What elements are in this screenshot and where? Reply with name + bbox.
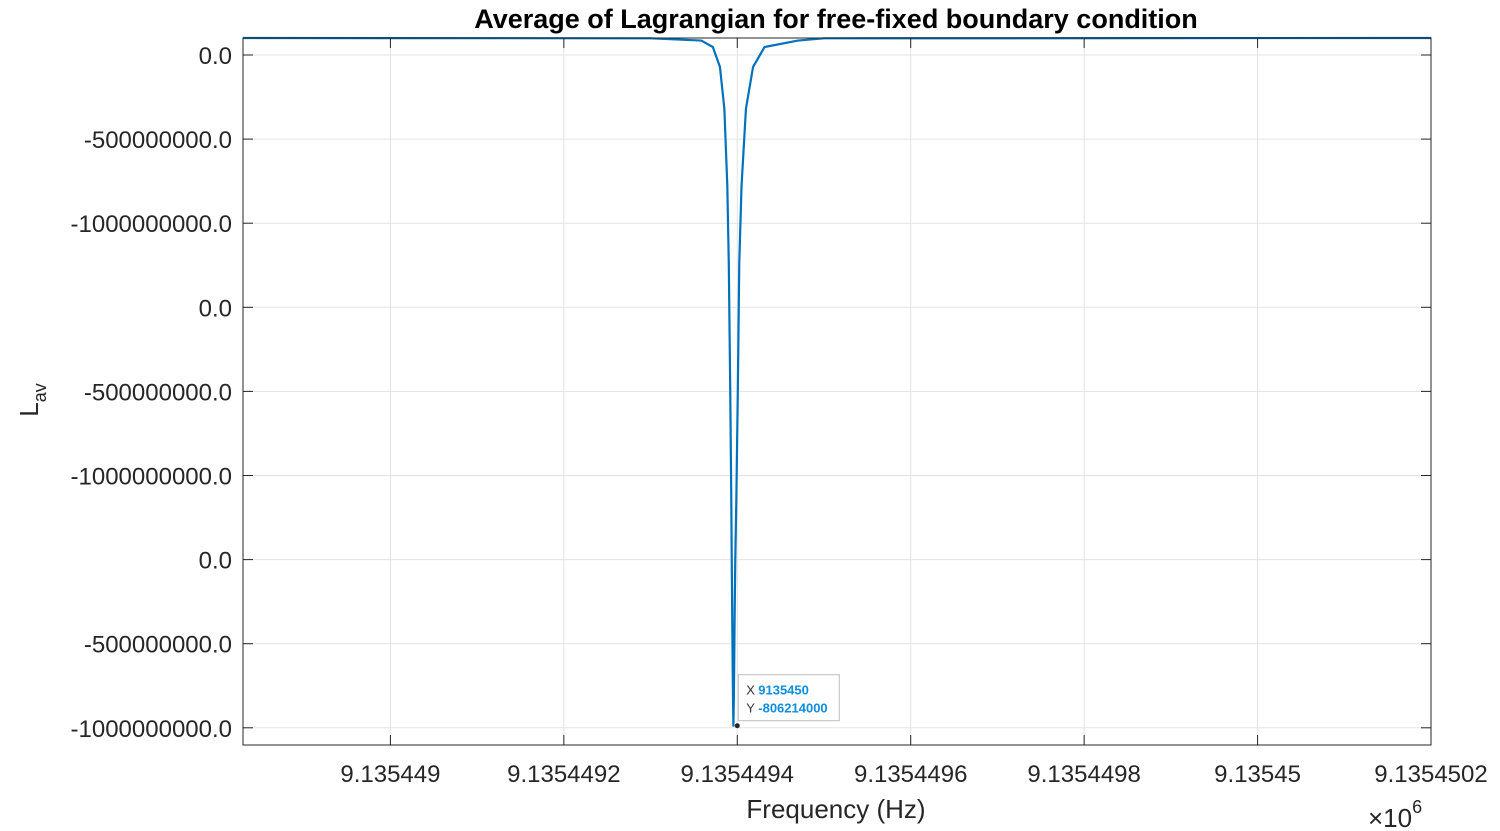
- y-tick-label: 0.0: [199, 43, 232, 70]
- datatip-x-value: 9135450: [758, 683, 809, 698]
- y-tick-label: -500000000.0: [84, 632, 232, 659]
- y-axis-label-main: L: [14, 402, 44, 416]
- x-exponent-label: ×106: [1368, 797, 1422, 831]
- x-tick-label: 9.1354496: [854, 761, 967, 788]
- x-tick-label: 9.1354498: [1027, 761, 1140, 788]
- y-axis-label: Lav: [14, 383, 50, 416]
- plot-area: 9.135449 9.1354492 9.1354494 9.1354496 9.135…: [71, 36, 1488, 788]
- datatip-box: [737, 674, 840, 722]
- y-tick-label: -500000000.0: [84, 379, 232, 406]
- x-exponent-power: 6: [1412, 797, 1422, 817]
- y-tick-label: 0.0: [199, 548, 232, 575]
- y-tick-label: -1000000000.0: [71, 464, 232, 491]
- datatip-x-row: X: [746, 683, 755, 698]
- x-axis-label: Frequency (Hz): [746, 794, 925, 824]
- x-tick-label: 9.1354494: [681, 761, 794, 788]
- datatip-y-value: -806214000: [758, 701, 827, 716]
- y-tick-label: 0.0: [199, 295, 232, 322]
- svg-text:Lav: Lav: [14, 383, 50, 416]
- y-tick-label: -1000000000.0: [71, 716, 232, 743]
- x-tick-label: 9.1354502: [1374, 761, 1487, 788]
- series-line: [242, 36, 1432, 727]
- chart-title: Average of Lagrangian for free-fixed bou…: [474, 4, 1198, 34]
- x-tick-label: 9.135449: [340, 761, 440, 788]
- y-axis-label-sub: av: [30, 383, 50, 402]
- datatip-y-row: Y: [746, 701, 755, 716]
- x-tick-label: 9.1354492: [507, 761, 620, 788]
- y-tick-label: -1000000000.0: [71, 211, 232, 238]
- x-tick-label: 9.13545: [1214, 761, 1301, 788]
- x-exponent-base: ×10: [1368, 803, 1412, 831]
- datatip-marker: [734, 723, 740, 729]
- y-tick-label: -500000000.0: [84, 127, 232, 154]
